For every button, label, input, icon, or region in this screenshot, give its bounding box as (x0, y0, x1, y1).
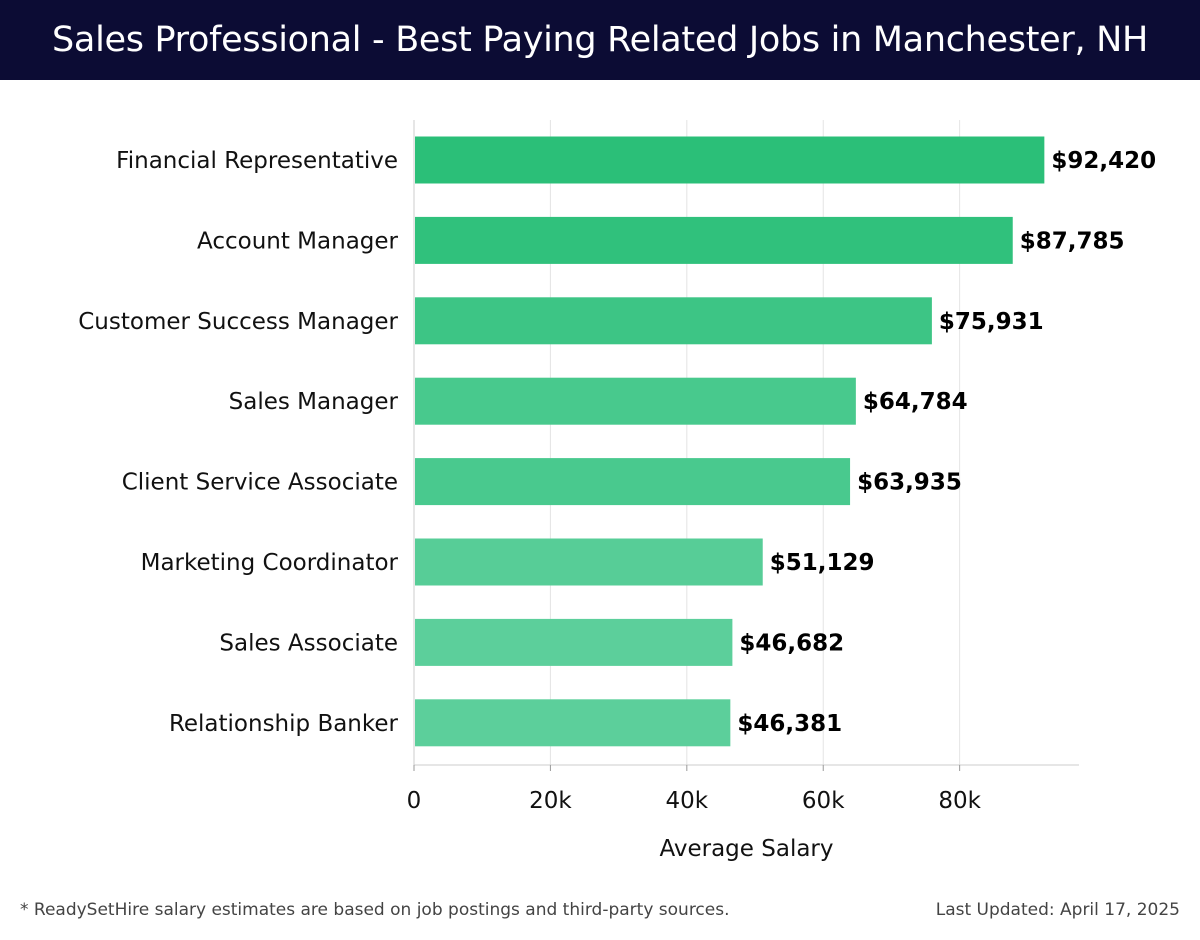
bar-chart: 0 20k 40k 60k 80k Financial Representative $92… (78, 120, 1156, 862)
value-label: $92,420 (1051, 148, 1156, 174)
value-label: $46,682 (739, 630, 844, 656)
bar-6 (415, 618, 733, 666)
value-label: $64,784 (863, 389, 968, 415)
category-label: Customer Success Manager (78, 309, 398, 335)
category-label: Sales Associate (219, 630, 398, 656)
bar-0 (415, 136, 1045, 184)
bar-5 (415, 538, 763, 586)
x-tick-label: 40k (666, 788, 709, 814)
bar-4 (415, 458, 851, 506)
x-tick-label: 0 (407, 788, 422, 814)
x-tick-label: 80k (938, 788, 981, 814)
bar-2 (415, 297, 932, 345)
last-updated: Last Updated: April 17, 2025 (935, 900, 1180, 920)
bar-3 (415, 377, 856, 425)
category-label: Marketing Coordinator (141, 550, 399, 576)
value-label: $46,381 (737, 711, 842, 737)
x-tick-label: 60k (802, 788, 845, 814)
value-label: $63,935 (857, 470, 962, 496)
value-label: $75,931 (939, 309, 1044, 335)
chart-title: Sales Professional - Best Paying Related… (52, 20, 1148, 60)
value-label: $87,785 (1020, 228, 1125, 254)
x-tick-label: 20k (529, 788, 572, 814)
category-label: Account Manager (197, 228, 399, 254)
value-label: $51,129 (770, 550, 875, 576)
chart-header: Sales Professional - Best Paying Related… (0, 0, 1200, 80)
category-label: Client Service Associate (122, 470, 398, 496)
footnote: * ReadySetHire salary estimates are base… (20, 900, 730, 920)
bar-7 (415, 699, 731, 747)
bar-1 (415, 216, 1013, 264)
category-label: Financial Representative (116, 148, 398, 174)
x-axis-title: Average Salary (659, 836, 833, 862)
category-label: Relationship Banker (169, 711, 399, 737)
category-label: Sales Manager (229, 389, 399, 415)
